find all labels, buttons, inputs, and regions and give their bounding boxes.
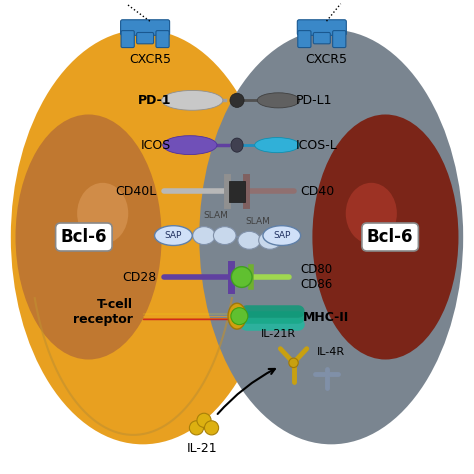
Circle shape	[231, 267, 252, 287]
Text: Bcl-6: Bcl-6	[367, 228, 413, 246]
FancyBboxPatch shape	[333, 31, 346, 47]
FancyBboxPatch shape	[137, 33, 154, 44]
Text: ICOS-L: ICOS-L	[296, 138, 337, 152]
Text: PD-1: PD-1	[137, 94, 171, 107]
Ellipse shape	[213, 227, 236, 245]
Ellipse shape	[257, 93, 300, 108]
Text: T-cell
receptor: T-cell receptor	[73, 299, 133, 327]
Ellipse shape	[16, 115, 162, 359]
Text: Bcl-6: Bcl-6	[61, 228, 107, 246]
Ellipse shape	[199, 30, 463, 444]
FancyBboxPatch shape	[120, 20, 170, 36]
Ellipse shape	[228, 303, 246, 329]
Ellipse shape	[259, 231, 281, 249]
FancyBboxPatch shape	[297, 20, 346, 36]
Text: CD80
CD86: CD80 CD86	[301, 263, 333, 291]
Circle shape	[204, 421, 219, 435]
Circle shape	[231, 308, 248, 325]
Text: SAP: SAP	[273, 231, 291, 240]
Ellipse shape	[255, 137, 300, 153]
Text: IL-21: IL-21	[186, 442, 217, 455]
FancyBboxPatch shape	[156, 31, 169, 47]
Ellipse shape	[238, 231, 261, 249]
Bar	[228, 181, 246, 201]
Ellipse shape	[77, 183, 128, 244]
Text: IL-4R: IL-4R	[317, 347, 345, 357]
FancyBboxPatch shape	[121, 31, 134, 47]
Ellipse shape	[37, 151, 140, 323]
Text: PD-L1: PD-L1	[296, 94, 332, 107]
Text: IL-21R: IL-21R	[261, 329, 296, 339]
Ellipse shape	[163, 136, 217, 155]
Ellipse shape	[231, 138, 243, 152]
Circle shape	[289, 358, 298, 367]
Text: CXCR5: CXCR5	[306, 53, 347, 66]
Circle shape	[190, 421, 203, 435]
Ellipse shape	[312, 115, 458, 359]
FancyBboxPatch shape	[313, 33, 330, 44]
Ellipse shape	[346, 183, 397, 244]
FancyBboxPatch shape	[298, 31, 311, 47]
Ellipse shape	[155, 226, 192, 246]
Text: CD28: CD28	[123, 271, 157, 283]
Text: MHC-II: MHC-II	[303, 310, 349, 324]
Ellipse shape	[334, 151, 437, 323]
Text: SLAM: SLAM	[203, 210, 228, 219]
Ellipse shape	[11, 30, 275, 444]
Text: CXCR5: CXCR5	[129, 53, 171, 66]
Text: CD40: CD40	[301, 185, 335, 198]
Text: SLAM: SLAM	[246, 217, 271, 226]
Ellipse shape	[263, 226, 301, 246]
Text: CD40L: CD40L	[116, 185, 157, 198]
Text: SAP: SAP	[164, 231, 182, 240]
Ellipse shape	[193, 227, 215, 245]
Ellipse shape	[162, 91, 223, 110]
Ellipse shape	[230, 93, 244, 108]
Text: ICOS: ICOS	[141, 138, 171, 152]
Circle shape	[197, 413, 211, 428]
